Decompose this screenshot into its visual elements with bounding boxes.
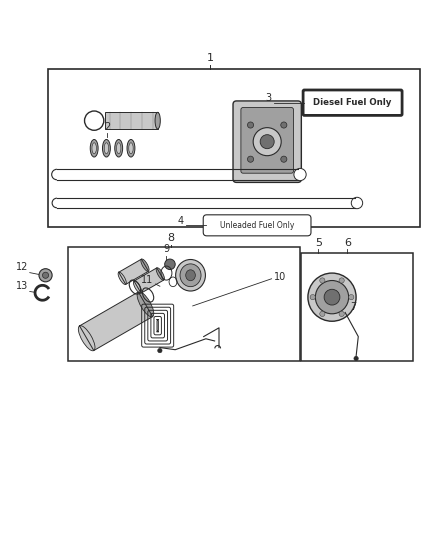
Ellipse shape <box>141 259 149 271</box>
Circle shape <box>281 156 287 162</box>
FancyBboxPatch shape <box>303 90 402 115</box>
Text: 5: 5 <box>315 238 322 248</box>
Circle shape <box>42 272 49 278</box>
Ellipse shape <box>156 268 164 280</box>
Circle shape <box>39 269 52 282</box>
Ellipse shape <box>180 264 201 287</box>
Circle shape <box>165 259 175 270</box>
Ellipse shape <box>104 143 109 154</box>
Circle shape <box>85 111 104 130</box>
Text: 1: 1 <box>207 53 214 63</box>
Circle shape <box>310 295 315 300</box>
Circle shape <box>320 278 325 283</box>
Ellipse shape <box>90 140 98 157</box>
Text: 4: 4 <box>178 216 184 227</box>
Bar <box>301 253 413 361</box>
Ellipse shape <box>92 143 96 154</box>
Ellipse shape <box>78 326 95 351</box>
Ellipse shape <box>127 140 135 157</box>
FancyBboxPatch shape <box>203 215 311 236</box>
Text: 10: 10 <box>274 272 286 281</box>
Circle shape <box>281 122 287 128</box>
Circle shape <box>294 168 306 181</box>
FancyBboxPatch shape <box>233 101 301 182</box>
Ellipse shape <box>176 260 205 291</box>
Circle shape <box>324 289 340 305</box>
Circle shape <box>247 156 254 162</box>
Text: 9: 9 <box>163 244 170 254</box>
Ellipse shape <box>115 140 123 157</box>
Ellipse shape <box>129 143 133 154</box>
Text: 2: 2 <box>104 122 110 132</box>
Ellipse shape <box>155 112 160 129</box>
Text: 8: 8 <box>167 233 174 243</box>
Ellipse shape <box>134 281 141 293</box>
Circle shape <box>349 295 354 300</box>
Circle shape <box>308 273 356 321</box>
Text: Unleaded Fuel Only: Unleaded Fuel Only <box>220 221 294 230</box>
Bar <box>68 247 300 361</box>
Text: 3: 3 <box>265 93 272 103</box>
Ellipse shape <box>137 292 154 317</box>
Text: 13: 13 <box>16 281 28 291</box>
Text: 6: 6 <box>344 238 351 248</box>
Bar <box>105 112 158 129</box>
Bar <box>48 69 420 227</box>
Circle shape <box>339 278 344 283</box>
Circle shape <box>354 356 358 361</box>
Circle shape <box>315 280 349 314</box>
Circle shape <box>351 197 363 209</box>
Circle shape <box>253 128 281 156</box>
Circle shape <box>158 349 162 353</box>
Ellipse shape <box>117 143 121 154</box>
Circle shape <box>247 122 254 128</box>
Polygon shape <box>134 268 164 293</box>
Ellipse shape <box>102 140 110 157</box>
Polygon shape <box>119 259 148 285</box>
Ellipse shape <box>186 270 195 281</box>
Text: Diesel Fuel Only: Diesel Fuel Only <box>314 98 392 107</box>
Text: 11: 11 <box>141 275 153 285</box>
Polygon shape <box>80 292 152 351</box>
Text: 7: 7 <box>350 302 357 312</box>
FancyBboxPatch shape <box>241 108 293 173</box>
Circle shape <box>260 135 274 149</box>
Text: 12: 12 <box>16 262 28 272</box>
Circle shape <box>320 311 325 317</box>
Ellipse shape <box>118 272 126 285</box>
Circle shape <box>339 311 344 317</box>
